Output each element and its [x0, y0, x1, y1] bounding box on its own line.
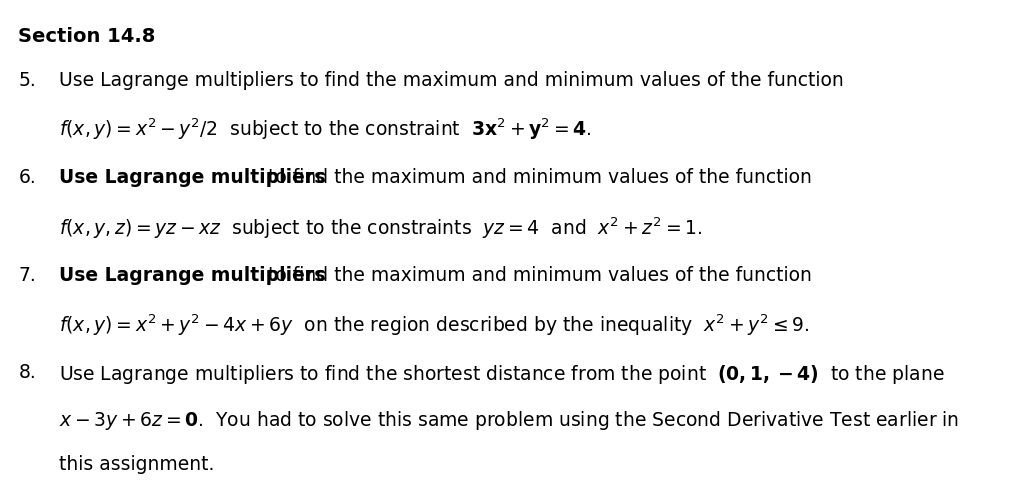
Text: Use Lagrange multipliers to find the maximum and minimum values of the function: Use Lagrange multipliers to find the max… — [59, 71, 844, 90]
Text: 7.: 7. — [18, 266, 36, 285]
Text: Use Lagrange multipliers: Use Lagrange multipliers — [59, 266, 326, 285]
Text: to find the maximum and minimum values of the function: to find the maximum and minimum values o… — [262, 266, 812, 285]
Text: 6.: 6. — [18, 168, 36, 187]
Text: this assignment.: this assignment. — [59, 455, 215, 474]
Text: $\mathit{x}-3\mathit{y}+6\mathit{z}=\mathbf{0}$.  You had to solve this same pro: $\mathit{x}-3\mathit{y}+6\mathit{z}=\mat… — [59, 409, 959, 432]
Text: $f(\mathit{x},\mathit{y})=\mathit{x}^2+\mathit{y}^2-4\mathit{x}+6\mathit{y}$  on: $f(\mathit{x},\mathit{y})=\mathit{x}^2+\… — [59, 313, 810, 338]
Text: Use Lagrange multipliers to find the shortest distance from the point  $\mathbf{: Use Lagrange multipliers to find the sho… — [59, 363, 945, 386]
Text: 5.: 5. — [18, 71, 36, 90]
Text: Section 14.8: Section 14.8 — [18, 27, 156, 46]
Text: $f(\mathit{x},\mathit{y},\mathit{z})=\mathit{yz}-\mathit{xz}$  subject to the co: $f(\mathit{x},\mathit{y},\mathit{z})=\ma… — [59, 215, 702, 241]
Text: 8.: 8. — [18, 363, 36, 382]
Text: $f(\mathit{x},\mathit{y})=\mathit{x}^2-\mathit{y}^2/2$  subject to the constrain: $f(\mathit{x},\mathit{y})=\mathit{x}^2-\… — [59, 117, 592, 142]
Text: to find the maximum and minimum values of the function: to find the maximum and minimum values o… — [262, 168, 812, 187]
Text: Use Lagrange multipliers: Use Lagrange multipliers — [59, 168, 326, 187]
